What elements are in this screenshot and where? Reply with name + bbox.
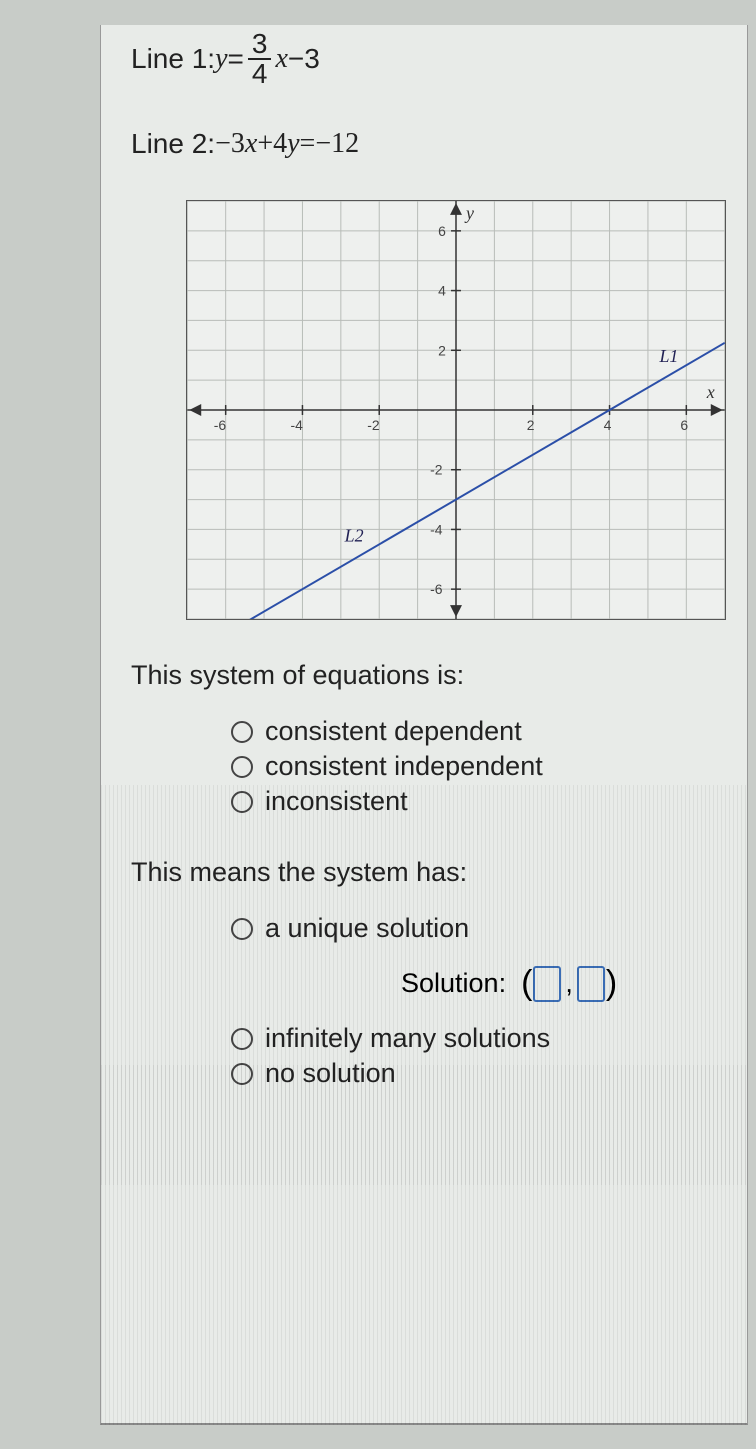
- equation-line-2: Line 2: −3x+4y=−12: [131, 128, 717, 160]
- paren-open: (: [521, 964, 532, 1003]
- question-2-text: This means the system has:: [131, 857, 717, 888]
- svg-text:L2: L2: [344, 525, 364, 545]
- svg-text:y: y: [464, 203, 474, 223]
- svg-text:-2: -2: [430, 462, 443, 478]
- solution-x-input[interactable]: [533, 966, 561, 1002]
- option-label: a unique solution: [265, 913, 469, 944]
- svg-text:2: 2: [527, 417, 535, 433]
- solution-label: Solution:: [401, 968, 506, 999]
- svg-text:4: 4: [604, 417, 612, 433]
- radio-icon: [231, 918, 253, 940]
- line1-fraction: 3 4: [248, 30, 272, 88]
- radio-icon: [231, 1063, 253, 1085]
- svg-text:6: 6: [680, 417, 688, 433]
- svg-text:-4: -4: [291, 417, 304, 433]
- line1-eq: =: [228, 43, 244, 75]
- solution-y-input[interactable]: [577, 966, 605, 1002]
- radio-icon: [231, 721, 253, 743]
- svg-text:6: 6: [438, 223, 446, 239]
- svg-text:4: 4: [438, 283, 446, 299]
- option-consistent-independent[interactable]: consistent independent: [231, 751, 717, 782]
- option-label: infinitely many solutions: [265, 1023, 550, 1054]
- line2-prefix: Line 2:: [131, 128, 215, 160]
- option-consistent-dependent[interactable]: consistent dependent: [231, 716, 717, 747]
- svg-text:-6: -6: [430, 581, 443, 597]
- svg-text:-6: -6: [214, 417, 227, 433]
- svg-text:2: 2: [438, 342, 446, 358]
- question-1-options: consistent dependent consistent independ…: [231, 716, 717, 817]
- radio-icon: [231, 1028, 253, 1050]
- line1-minus: −: [288, 43, 304, 75]
- option-infinite-solutions[interactable]: infinitely many solutions: [231, 1023, 717, 1054]
- option-label: consistent independent: [265, 751, 543, 782]
- equation-line-1: Line 1: y = 3 4 x − 3: [131, 25, 717, 88]
- svg-text:L1: L1: [658, 346, 678, 366]
- solution-comma: ,: [565, 968, 573, 999]
- worksheet-panel: Line 1: y = 3 4 x − 3 Line 2: −3x+4y=−12…: [100, 25, 748, 1425]
- line1-lhs: y: [215, 43, 227, 75]
- paren-close: ): [606, 964, 617, 1003]
- line1-x: x: [275, 43, 287, 75]
- option-inconsistent[interactable]: inconsistent: [231, 786, 717, 817]
- radio-icon: [231, 791, 253, 813]
- fraction-denominator: 4: [248, 60, 272, 88]
- line1-prefix: Line 1:: [131, 43, 215, 75]
- option-no-solution[interactable]: no solution: [231, 1058, 717, 1089]
- line2-expr: −3x+4y=−12: [215, 128, 359, 160]
- line1-const: 3: [304, 43, 320, 75]
- option-label: inconsistent: [265, 786, 408, 817]
- question-1-text: This system of equations is:: [131, 660, 717, 691]
- fraction-numerator: 3: [248, 30, 272, 60]
- svg-text:-2: -2: [367, 417, 380, 433]
- option-unique-solution[interactable]: a unique solution: [231, 913, 717, 944]
- solution-input-row: Solution: ( , ): [401, 964, 717, 1003]
- coordinate-graph: -6 -4 -2 2 4 6 -6 -4 -2 2 4 6 x y L1 L2: [187, 201, 725, 619]
- svg-text:-4: -4: [430, 521, 443, 537]
- graph-container: -6 -4 -2 2 4 6 -6 -4 -2 2 4 6 x y L1 L2: [186, 200, 726, 620]
- question-2-options: a unique solution Solution: ( , ) infini…: [231, 913, 717, 1089]
- option-label: consistent dependent: [265, 716, 522, 747]
- svg-text:x: x: [706, 382, 715, 402]
- radio-icon: [231, 756, 253, 778]
- option-label: no solution: [265, 1058, 396, 1089]
